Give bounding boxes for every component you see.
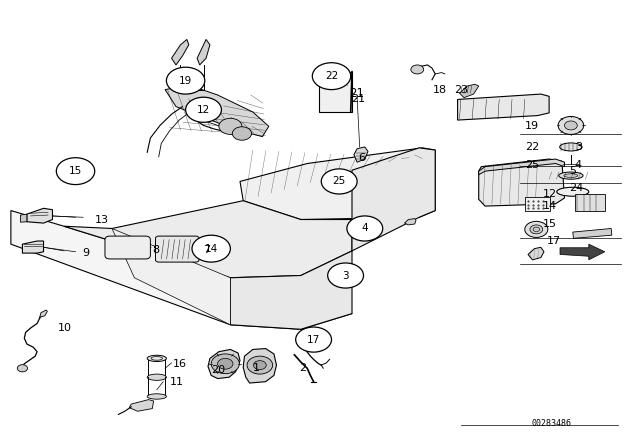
Text: 21: 21: [349, 86, 365, 100]
Polygon shape: [20, 214, 27, 222]
Text: 17: 17: [307, 335, 320, 345]
Circle shape: [232, 127, 252, 140]
Polygon shape: [197, 39, 210, 65]
Circle shape: [558, 116, 584, 134]
Circle shape: [247, 356, 273, 374]
Ellipse shape: [147, 355, 166, 362]
Text: 3: 3: [575, 142, 582, 152]
Ellipse shape: [557, 187, 589, 196]
Circle shape: [296, 327, 332, 352]
FancyBboxPatch shape: [319, 72, 352, 112]
Circle shape: [564, 121, 577, 130]
FancyBboxPatch shape: [105, 236, 150, 259]
Text: 15: 15: [69, 166, 82, 176]
Text: 20: 20: [211, 365, 225, 375]
Ellipse shape: [147, 394, 166, 399]
Circle shape: [525, 221, 548, 237]
Polygon shape: [338, 271, 351, 280]
Text: 2: 2: [300, 363, 307, 373]
Text: 9: 9: [82, 248, 89, 258]
Text: 12: 12: [543, 189, 557, 198]
FancyBboxPatch shape: [525, 197, 550, 211]
Polygon shape: [172, 39, 189, 65]
Polygon shape: [240, 148, 435, 220]
Text: 00283486: 00283486: [532, 419, 572, 428]
Text: 19: 19: [179, 76, 192, 86]
Polygon shape: [560, 244, 605, 260]
Text: 15: 15: [543, 219, 557, 229]
Text: 23: 23: [454, 86, 468, 95]
Polygon shape: [528, 247, 544, 260]
Text: 25: 25: [333, 177, 346, 186]
Polygon shape: [230, 251, 352, 329]
Ellipse shape: [559, 143, 582, 151]
Text: 14: 14: [205, 244, 218, 254]
Ellipse shape: [564, 174, 578, 177]
Circle shape: [218, 358, 233, 369]
FancyBboxPatch shape: [575, 194, 605, 211]
Text: 7: 7: [204, 245, 211, 255]
Polygon shape: [354, 147, 368, 162]
Polygon shape: [27, 208, 52, 223]
Text: 18: 18: [433, 86, 447, 95]
Text: 4: 4: [362, 224, 368, 233]
Text: 19: 19: [525, 121, 539, 131]
Text: 12: 12: [197, 105, 210, 115]
Text: 10: 10: [58, 323, 72, 333]
Text: 25: 25: [525, 160, 539, 170]
Text: 3: 3: [342, 271, 349, 280]
Text: 4: 4: [575, 160, 582, 170]
Circle shape: [411, 65, 424, 74]
Polygon shape: [22, 241, 44, 253]
Circle shape: [219, 118, 242, 134]
Polygon shape: [243, 349, 276, 383]
Polygon shape: [458, 94, 549, 120]
Text: 22: 22: [325, 71, 338, 81]
Circle shape: [328, 263, 364, 288]
Text: 17: 17: [547, 236, 561, 246]
Polygon shape: [208, 349, 240, 379]
Circle shape: [166, 67, 205, 94]
Text: 24: 24: [570, 183, 584, 193]
Text: 21: 21: [351, 94, 365, 103]
Polygon shape: [11, 211, 352, 329]
Circle shape: [321, 169, 357, 194]
Circle shape: [530, 225, 543, 234]
Text: 14: 14: [543, 201, 557, 211]
Text: 11: 11: [170, 377, 184, 387]
Circle shape: [253, 361, 266, 370]
Circle shape: [186, 97, 221, 122]
Text: 22: 22: [525, 142, 539, 152]
Polygon shape: [64, 201, 352, 278]
Text: 8: 8: [152, 245, 159, 255]
Polygon shape: [165, 85, 269, 137]
Circle shape: [312, 63, 351, 90]
Text: 5: 5: [570, 166, 577, 176]
Polygon shape: [479, 159, 564, 175]
Text: 1: 1: [253, 363, 260, 373]
Polygon shape: [479, 159, 564, 206]
Text: 6: 6: [358, 153, 365, 163]
Polygon shape: [404, 219, 416, 225]
Circle shape: [17, 365, 28, 372]
Polygon shape: [460, 84, 479, 98]
Circle shape: [56, 158, 95, 185]
Ellipse shape: [559, 172, 583, 179]
FancyBboxPatch shape: [156, 236, 199, 262]
Text: 13: 13: [95, 215, 109, 225]
Circle shape: [347, 216, 383, 241]
Circle shape: [192, 235, 230, 262]
Ellipse shape: [147, 374, 166, 380]
Circle shape: [211, 354, 239, 374]
Polygon shape: [112, 228, 230, 325]
Text: 16: 16: [173, 359, 187, 369]
Polygon shape: [573, 228, 612, 238]
Polygon shape: [40, 310, 47, 317]
Polygon shape: [129, 400, 154, 411]
Polygon shape: [352, 148, 435, 251]
